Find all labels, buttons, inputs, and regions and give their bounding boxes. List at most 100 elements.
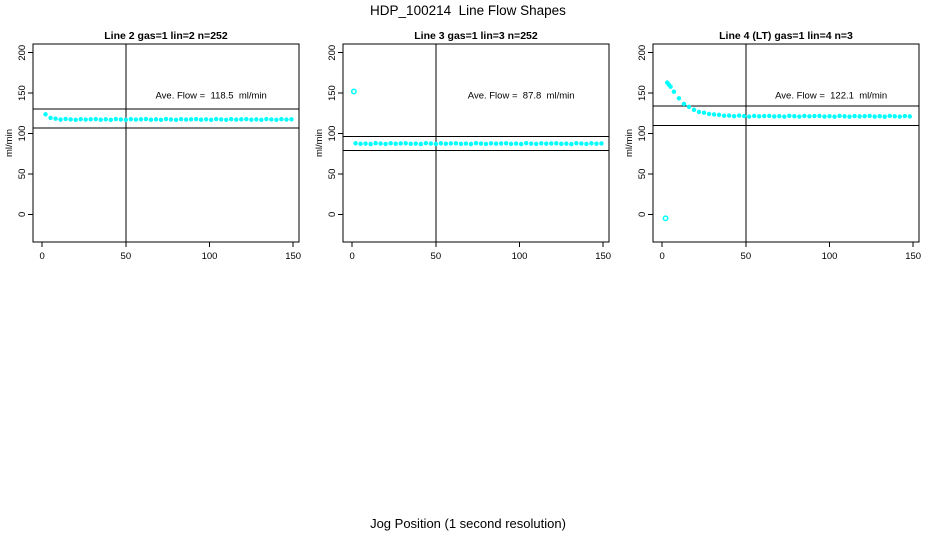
data-point: [188, 117, 194, 122]
data-point: [807, 114, 812, 119]
data-point: [383, 141, 388, 147]
x-tick-label: 0: [40, 251, 45, 262]
data-point: [579, 141, 584, 146]
main-title: HDP_100214 Line Flow Shapes: [370, 3, 566, 18]
data-point: [847, 114, 852, 119]
data-point: [358, 141, 363, 147]
y-tick-label: 0: [17, 212, 28, 217]
y-axis-unit-label: ml/min: [314, 129, 325, 157]
data-point: [239, 117, 244, 122]
y-tick-label: 50: [327, 169, 338, 180]
data-point: [48, 115, 53, 121]
data-point: [569, 141, 574, 147]
data-point: [529, 141, 534, 146]
data-point: [208, 117, 214, 123]
data-point: [782, 114, 787, 119]
y-axis-unit-label: ml/min: [624, 129, 635, 157]
data-point: [229, 117, 234, 122]
data-point: [599, 141, 604, 146]
panel-1: 0 50 100 150 0 50 100 150 200 ml/min Line 2 gas=1 …: [4, 30, 301, 262]
data-point: [113, 116, 119, 122]
data-point: [503, 141, 509, 146]
x-tick-label: 100: [512, 251, 528, 262]
data-point: [887, 113, 892, 119]
data-point: [108, 117, 113, 123]
data-point: [163, 116, 169, 122]
data-point: [882, 114, 887, 119]
data-point: [388, 141, 393, 146]
x-tick-label: 150: [285, 251, 301, 262]
data-point: [43, 112, 48, 117]
y-tick-label: 150: [17, 85, 28, 101]
data-point: [483, 141, 489, 147]
data-point: [559, 141, 564, 147]
y-tick-label: 0: [327, 212, 338, 217]
outlier-point: [662, 215, 669, 222]
data-point: [671, 89, 677, 94]
data-point: [128, 117, 134, 122]
data-point: [549, 141, 554, 146]
data-point: [767, 113, 772, 119]
data-point: [423, 141, 429, 146]
x-tick-label: 150: [595, 251, 611, 262]
data-point: [731, 114, 737, 119]
data-point: [817, 113, 822, 119]
data-point: [686, 104, 692, 109]
data-point: [721, 113, 727, 118]
data-point: [518, 141, 524, 147]
data-point: [584, 141, 589, 147]
data-point: [691, 107, 697, 112]
data-point: [98, 117, 103, 122]
data-point: [564, 141, 569, 146]
data-point: [534, 141, 539, 147]
x-tick-label: 0: [350, 251, 355, 262]
y-tick-label: 0: [637, 212, 648, 217]
x-tick-label: 0: [660, 251, 665, 262]
plot-box: [342, 43, 610, 243]
data-point: [539, 141, 544, 146]
data-point: [168, 117, 174, 122]
data-point: [138, 117, 144, 122]
ave-flow-annotation: Ave. Flow = 118.5 ml/min: [156, 91, 267, 102]
data-point: [403, 141, 408, 146]
data-point: [438, 141, 444, 146]
data-point: [463, 141, 469, 146]
data-point: [428, 141, 434, 146]
data-point: [259, 117, 264, 123]
data-point: [736, 113, 742, 118]
data-point: [418, 141, 423, 147]
data-point: [752, 113, 757, 119]
data-point: [398, 141, 403, 146]
data-point: [513, 141, 519, 146]
data-point: [837, 113, 842, 119]
data-point: [254, 117, 259, 122]
data-point: [269, 117, 274, 122]
data-point: [812, 113, 817, 119]
data-point: [173, 117, 179, 122]
data-point: [852, 113, 857, 119]
data-point: [413, 141, 418, 146]
data-point: [393, 141, 398, 146]
data-point: [148, 117, 154, 122]
data-point: [433, 141, 439, 147]
data-point: [378, 141, 383, 146]
data-point: [907, 114, 912, 119]
data-point: [493, 141, 499, 146]
data-point: [668, 84, 673, 89]
data-point: [249, 117, 254, 122]
data-point: [792, 114, 797, 119]
data-point: [368, 141, 373, 147]
data-point: [897, 114, 902, 119]
data-point: [123, 117, 129, 122]
x-tick-label: 50: [121, 251, 132, 262]
data-point: [554, 141, 559, 146]
panel-3: 0 50 100 150 0 50 100 150 200 ml/min Line 4 (LT) g…: [624, 30, 921, 262]
panel-title: Line 2 gas=1 lin=2 n=252: [104, 30, 228, 42]
data-point: [244, 116, 249, 122]
y-tick-label: 100: [327, 126, 338, 142]
data-point: [213, 116, 219, 122]
data-point: [284, 117, 289, 122]
x-tick-label: 100: [822, 251, 838, 262]
data-point: [93, 116, 98, 122]
data-point: [58, 117, 63, 122]
